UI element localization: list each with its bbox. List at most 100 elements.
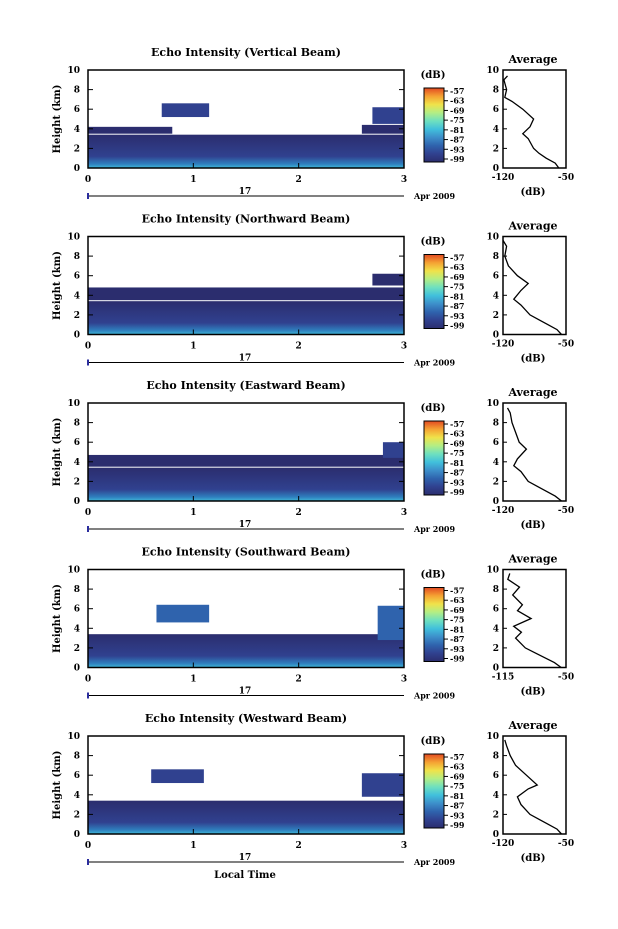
colorbar-unit: (dB) xyxy=(421,736,446,747)
average-y-tick-label: 6 xyxy=(493,771,499,781)
x-tick-label: 0 xyxy=(85,508,91,518)
average-x-label: (dB) xyxy=(521,354,546,365)
average-y-tick-label: 0 xyxy=(493,164,499,174)
average-title: Average xyxy=(507,553,557,566)
y-tick-label: 2 xyxy=(74,477,80,487)
colorbar-tick-label: -99 xyxy=(450,654,465,664)
colorbar-tick-label: -75 xyxy=(450,615,464,625)
colorbar-unit: (dB) xyxy=(421,237,446,248)
average-y-tick-label: 8 xyxy=(493,585,499,595)
average-x-tick-label: -120 xyxy=(492,340,515,350)
colorbar-tick-label: -81 xyxy=(450,624,464,634)
x-tick-label: 3 xyxy=(401,175,407,185)
echo-layer xyxy=(88,126,173,134)
panel-title: Echo Intensity (Vertical Beam) xyxy=(151,46,341,59)
date-day-label: 17 xyxy=(239,187,252,197)
x-axis-label: Local Time xyxy=(214,870,276,881)
colorbar-tick-label: -99 xyxy=(450,820,465,830)
panel-title: Echo Intensity (Westward Beam) xyxy=(145,712,347,725)
y-tick-label: 4 xyxy=(74,624,80,634)
colorbar-tick-label: -75 xyxy=(450,448,464,458)
x-tick-label: 2 xyxy=(296,508,302,518)
average-y-tick-label: 8 xyxy=(493,86,499,96)
average-x-tick-label: -50 xyxy=(558,673,574,683)
y-tick-label: 4 xyxy=(74,791,80,801)
echo-layer xyxy=(88,467,404,501)
colorbar-tick-label: -63 xyxy=(450,96,465,106)
colorbar-tick-label: -93 xyxy=(450,144,465,154)
beam-panel-0: Echo Intensity (Vertical Beam)0246810Hei… xyxy=(52,46,574,201)
average-y-tick-label: 10 xyxy=(486,732,499,742)
average-y-tick-label: 2 xyxy=(493,810,499,820)
average-y-tick-label: 10 xyxy=(486,66,499,76)
average-x-tick-label: -50 xyxy=(558,340,574,350)
average-profile-line xyxy=(503,75,560,169)
x-tick-label: 3 xyxy=(401,841,407,851)
average-title: Average xyxy=(507,220,557,233)
plot-frame xyxy=(87,735,405,835)
x-tick-label: 2 xyxy=(296,342,302,352)
average-title: Average xyxy=(507,719,557,732)
y-tick-label: 6 xyxy=(74,605,80,615)
average-y-tick-label: 0 xyxy=(493,497,499,507)
colorbar xyxy=(423,587,445,662)
average-x-label: (dB) xyxy=(521,187,546,198)
colorbar-tick-label: -63 xyxy=(450,429,465,439)
x-tick-label: 1 xyxy=(190,841,196,851)
colorbar xyxy=(423,420,445,496)
plot-frame xyxy=(87,235,405,336)
y-tick-label: 8 xyxy=(74,252,80,262)
colorbar-tick-label: -99 xyxy=(450,321,465,331)
echo-layer xyxy=(88,454,404,467)
x-tick-label: 0 xyxy=(85,342,91,352)
y-tick-label: 10 xyxy=(67,732,80,742)
x-tick-label: 3 xyxy=(401,675,407,685)
colorbar-tick-label: -69 xyxy=(450,438,465,448)
average-y-tick-label: 4 xyxy=(493,458,499,468)
y-tick-label: 10 xyxy=(67,566,80,576)
average-profile-line xyxy=(507,573,562,669)
x-tick-label: 2 xyxy=(296,175,302,185)
y-tick-label: 10 xyxy=(67,399,80,409)
colorbar-tick-label: -93 xyxy=(450,644,465,654)
average-title: Average xyxy=(507,53,557,66)
echo-layers xyxy=(88,604,404,668)
echo-layer xyxy=(88,134,404,168)
date-month-label: Apr 2009 xyxy=(413,524,456,534)
average-y-tick-label: 10 xyxy=(486,566,499,576)
plot-frame xyxy=(87,568,405,669)
y-tick-label: 0 xyxy=(74,497,80,507)
y-tick-label: 10 xyxy=(67,66,80,76)
plot-frame xyxy=(87,402,405,502)
colorbar-tick-label: -93 xyxy=(450,311,465,321)
y-tick-label: 10 xyxy=(67,233,80,243)
beam-panel-4: Echo Intensity (Westward Beam)0246810Hei… xyxy=(52,712,574,867)
echo-layer xyxy=(372,273,404,286)
colorbar-tick-label: -99 xyxy=(450,487,465,497)
average-x-tick-label: -50 xyxy=(558,506,574,516)
echo-layers xyxy=(88,769,404,834)
y-tick-label: 0 xyxy=(74,164,80,174)
colorbar-tick-label: -75 xyxy=(450,115,464,125)
average-x-label: (dB) xyxy=(521,853,546,864)
y-tick-label: 0 xyxy=(74,664,80,674)
y-tick-label: 8 xyxy=(74,752,80,762)
y-axis-label: Height (km) xyxy=(52,584,63,653)
date-day-label: 17 xyxy=(239,687,252,697)
average-y-tick-label: 6 xyxy=(493,605,499,615)
x-tick-label: 1 xyxy=(190,508,196,518)
average-y-tick-label: 10 xyxy=(486,399,499,409)
average-profile-line xyxy=(506,407,562,502)
colorbar-tick-label: -57 xyxy=(450,86,464,96)
average-y-tick-label: 2 xyxy=(493,644,499,654)
x-tick-label: 1 xyxy=(190,675,196,685)
colorbar-tick-label: -81 xyxy=(450,458,464,468)
echo-layers xyxy=(88,442,404,501)
y-tick-label: 0 xyxy=(74,331,80,341)
echo-layers xyxy=(88,273,404,335)
average-y-tick-label: 0 xyxy=(493,331,499,341)
y-tick-label: 8 xyxy=(74,86,80,96)
y-tick-label: 2 xyxy=(74,311,80,321)
average-y-tick-label: 8 xyxy=(493,252,499,262)
y-tick-label: 2 xyxy=(74,144,80,154)
